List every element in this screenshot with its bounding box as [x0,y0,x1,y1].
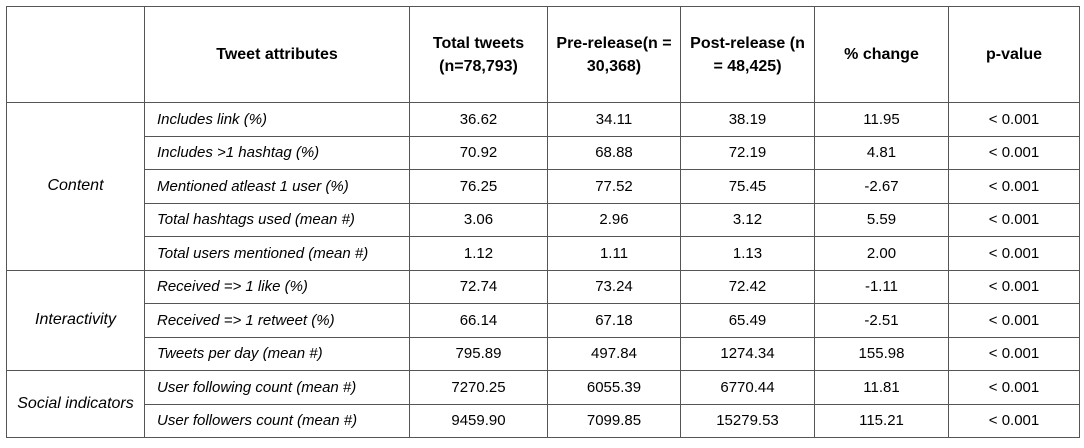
cell-attribute: Received => 1 like (%) [144,269,410,304]
tweet-attributes-table: Tweet attributes Total tweets (n=78,793)… [6,6,1080,438]
table-row: User followers count (mean #) 9459.90 70… [7,403,1080,438]
table-row: Interactivity Received => 1 like (%) 72.… [6,269,1080,371]
table-row: Mentioned atleast 1 user (%) 76.25 77.52… [7,169,1080,204]
cell-pre: 67.18 [547,303,681,338]
cell-attribute: Received => 1 retweet (%) [144,303,410,338]
cell-total: 70.92 [409,135,548,170]
cell-post: 72.19 [680,135,815,170]
cell-p-value: < 0.001 [948,236,1080,271]
cell-post: 6770.44 [680,370,815,405]
table-row: Total users mentioned (mean #) 1.12 1.11… [7,236,1080,271]
cell-change: -2.51 [814,303,949,338]
cell-change: 115.21 [814,403,949,438]
cell-post: 3.12 [680,202,815,237]
cell-total: 1.12 [409,236,548,271]
cell-post: 65.49 [680,303,815,338]
cell-total: 66.14 [409,303,548,338]
cell-change: 5.59 [814,202,949,237]
cell-p-value: < 0.001 [948,303,1080,338]
header-p-value: p-value [948,6,1080,103]
table-row: Total hashtags used (mean #) 3.06 2.96 3… [7,202,1080,237]
cell-p-value: < 0.001 [948,336,1080,371]
cell-change: 4.81 [814,135,949,170]
header-row: Tweet attributes Total tweets (n=78,793)… [6,6,1080,103]
cell-post: 1274.34 [680,336,815,371]
cell-total: 76.25 [409,169,548,204]
cell-pre: 1.11 [547,236,681,271]
cell-change: 155.98 [814,336,949,371]
cell-pre: 73.24 [547,269,681,304]
cell-change: 2.00 [814,236,949,271]
cell-attribute: Tweets per day (mean #) [144,336,410,371]
group-label-content: Content [6,102,145,271]
cell-post: 72.42 [680,269,815,304]
cell-post: 38.19 [680,102,815,137]
table-header: Tweet attributes Total tweets (n=78,793)… [6,6,1080,103]
header-pre-release: Pre-release(n = 30,368) [547,6,681,103]
cell-attribute: Mentioned atleast 1 user (%) [144,169,410,204]
cell-pre: 497.84 [547,336,681,371]
cell-total: 9459.90 [409,403,548,438]
header-change: % change [814,6,949,103]
table-body: Content Includes link (%) 36.62 34.11 38… [6,102,1080,438]
cell-pre: 34.11 [547,102,681,137]
table-row: Tweets per day (mean #) 795.89 497.84 12… [7,336,1080,371]
cell-pre: 2.96 [547,202,681,237]
header-total: Total tweets (n=78,793) [409,6,548,103]
cell-total: 7270.25 [409,370,548,405]
cell-p-value: < 0.001 [948,202,1080,237]
header-attribute: Tweet attributes [144,6,410,103]
table-row: Includes >1 hashtag (%) 70.92 68.88 72.1… [7,135,1080,170]
table-row: Content Includes link (%) 36.62 34.11 38… [6,102,1080,271]
cell-post: 15279.53 [680,403,815,438]
group-label-social-indicators: Social indicators [6,370,145,438]
cell-attribute: Includes link (%) [144,102,410,137]
cell-post: 75.45 [680,169,815,204]
cell-change: 11.81 [814,370,949,405]
table-row: Received => 1 retweet (%) 66.14 67.18 65… [7,303,1080,338]
cell-p-value: < 0.001 [948,370,1080,405]
cell-attribute: Includes >1 hashtag (%) [144,135,410,170]
cell-pre: 68.88 [547,135,681,170]
cell-attribute: User followers count (mean #) [144,403,410,438]
cell-total: 795.89 [409,336,548,371]
cell-p-value: < 0.001 [948,135,1080,170]
cell-pre: 77.52 [547,169,681,204]
cell-total: 36.62 [409,102,548,137]
cell-p-value: < 0.001 [948,102,1080,137]
cell-change: -2.67 [814,169,949,204]
table-row: Social indicators User following count (… [6,370,1080,438]
cell-pre: 6055.39 [547,370,681,405]
cell-p-value: < 0.001 [948,403,1080,438]
header-group [6,6,145,103]
cell-attribute: User following count (mean #) [144,370,410,405]
cell-attribute: Total hashtags used (mean #) [144,202,410,237]
header-post-release: Post-release (n = 48,425) [680,6,815,103]
cell-change: -1.11 [814,269,949,304]
cell-p-value: < 0.001 [948,169,1080,204]
cell-total: 3.06 [409,202,548,237]
cell-attribute: Total users mentioned (mean #) [144,236,410,271]
cell-p-value: < 0.001 [948,269,1080,304]
cell-total: 72.74 [409,269,548,304]
cell-post: 1.13 [680,236,815,271]
group-label-interactivity: Interactivity [6,269,145,371]
cell-pre: 7099.85 [547,403,681,438]
cell-change: 11.95 [814,102,949,137]
